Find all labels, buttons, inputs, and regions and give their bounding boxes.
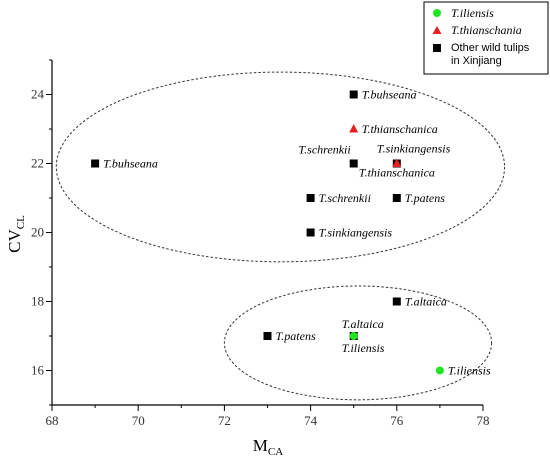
point-label: T.schrenkii <box>319 191 371 205</box>
legend-other-label-line2: in Xinjiang <box>451 55 502 67</box>
y-tick-label: 22 <box>31 156 44 171</box>
point-labels: T.iliensis T.iliensis T.thianschanica T.thi… <box>103 88 491 378</box>
legend: T.iliensis T.thianschania Other wild tul… <box>423 1 549 75</box>
x-tick-label: 68 <box>46 413 59 428</box>
legend-iliensis-marker <box>433 9 441 17</box>
legend-other-marker <box>433 44 441 52</box>
y-axis-title: CVCL <box>5 215 27 253</box>
point-circle-t-iliensis <box>435 366 444 375</box>
cluster-ellipses <box>55 71 506 401</box>
point-circle-t-iliensis <box>349 332 358 340</box>
y-tick-label: 16 <box>31 363 45 378</box>
point-square-t-sinkiangensis <box>306 228 315 237</box>
point-square-t-schrenkii <box>349 159 358 168</box>
x-axis-title: MCA <box>253 436 283 458</box>
point-square-t-schrenkii <box>306 194 315 202</box>
point-label: T.buhseana <box>103 157 158 171</box>
point-square-t-altaica <box>392 297 401 306</box>
axes: 68 70 72 74 76 78 16 18 20 22 24 <box>31 59 490 428</box>
point-square-t-patens <box>392 194 401 202</box>
point-label: T.patens <box>276 329 316 343</box>
point-label: T.patens <box>405 191 445 205</box>
point-label: T.thianschanica <box>362 122 438 136</box>
point-square-t-buhseana <box>91 159 100 168</box>
point-square-t-patens <box>263 332 272 340</box>
point-label: T.iliensis <box>342 341 385 355</box>
point-triangle-t-thianschanica <box>349 124 359 133</box>
y-tick-label: 18 <box>31 294 44 309</box>
x-tick-label: 76 <box>390 413 404 428</box>
point-label: T.altaica <box>405 295 447 309</box>
point-square-t-buhseana <box>349 90 358 99</box>
y-tick-label: 20 <box>31 225 44 240</box>
point-label: T.buhseana <box>362 88 417 102</box>
x-tick-label: 72 <box>218 413 231 428</box>
x-tick-label: 74 <box>304 413 318 428</box>
legend-thianschania-marker <box>432 26 442 34</box>
point-label: T.schrenkii <box>298 143 350 157</box>
point-label: T.sinkiangensis <box>377 142 451 156</box>
point-label: T.iliensis <box>448 364 491 378</box>
legend-box <box>423 1 549 75</box>
point-label: T.sinkiangensis <box>319 226 393 240</box>
y-tick-label: 24 <box>31 87 45 102</box>
point-triangle-t-thianschanica <box>392 158 402 167</box>
cluster-ellipse-1 <box>223 285 493 401</box>
legend-iliensis-label: T.iliensis <box>451 6 494 20</box>
x-tick-label: 70 <box>132 413 145 428</box>
legend-other-label-line1: Other wild tulips <box>451 42 530 54</box>
point-label: T.altaica <box>342 317 384 331</box>
legend-thianschania-label: T.thianschania <box>451 23 522 37</box>
data-points <box>91 90 444 375</box>
x-tick-label: 78 <box>477 413 490 428</box>
point-label: T.thianschanica <box>359 166 435 180</box>
